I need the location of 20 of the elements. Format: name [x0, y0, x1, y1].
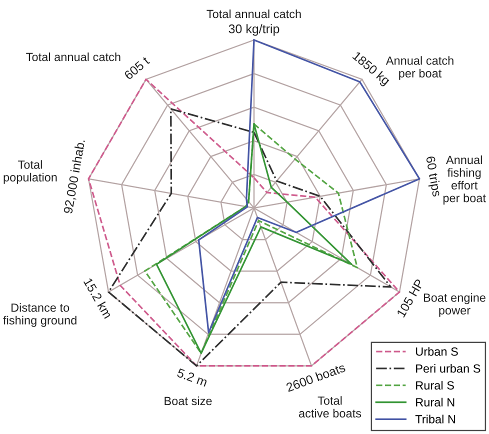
- text: 605 t: [124, 56, 150, 80]
- legend-label: Peri urban S: [416, 364, 480, 373]
- text: 5.2 m: [176, 368, 208, 387]
- spoke-label: Distance to fishing ground: [3, 303, 76, 327]
- legend-label: Tribal N: [415, 414, 456, 424]
- legend-label: Rural S: [416, 380, 454, 390]
- legend-label: Rural N: [416, 398, 454, 406]
- text: 105 HP: [396, 278, 424, 318]
- text: 2600 boats: [286, 362, 346, 392]
- spoke-label: Total annual catch: [206, 10, 301, 18]
- text: 60 trips: [423, 156, 442, 198]
- spoke-label: Total population: [4, 160, 57, 184]
- text: 92,000 inhab.: [63, 139, 86, 214]
- text: 30 kg/trip: [228, 24, 280, 36]
- spoke-label: Boat engine power: [424, 293, 486, 317]
- spoke-label: Boat size: [164, 396, 212, 406]
- legend-label: Urban S: [416, 347, 458, 356]
- spoke-label: Total annual catch: [26, 52, 120, 62]
- spoke-label: Total active boats: [299, 396, 362, 418]
- spoke-label: Annual fishing effort per boat: [443, 155, 486, 205]
